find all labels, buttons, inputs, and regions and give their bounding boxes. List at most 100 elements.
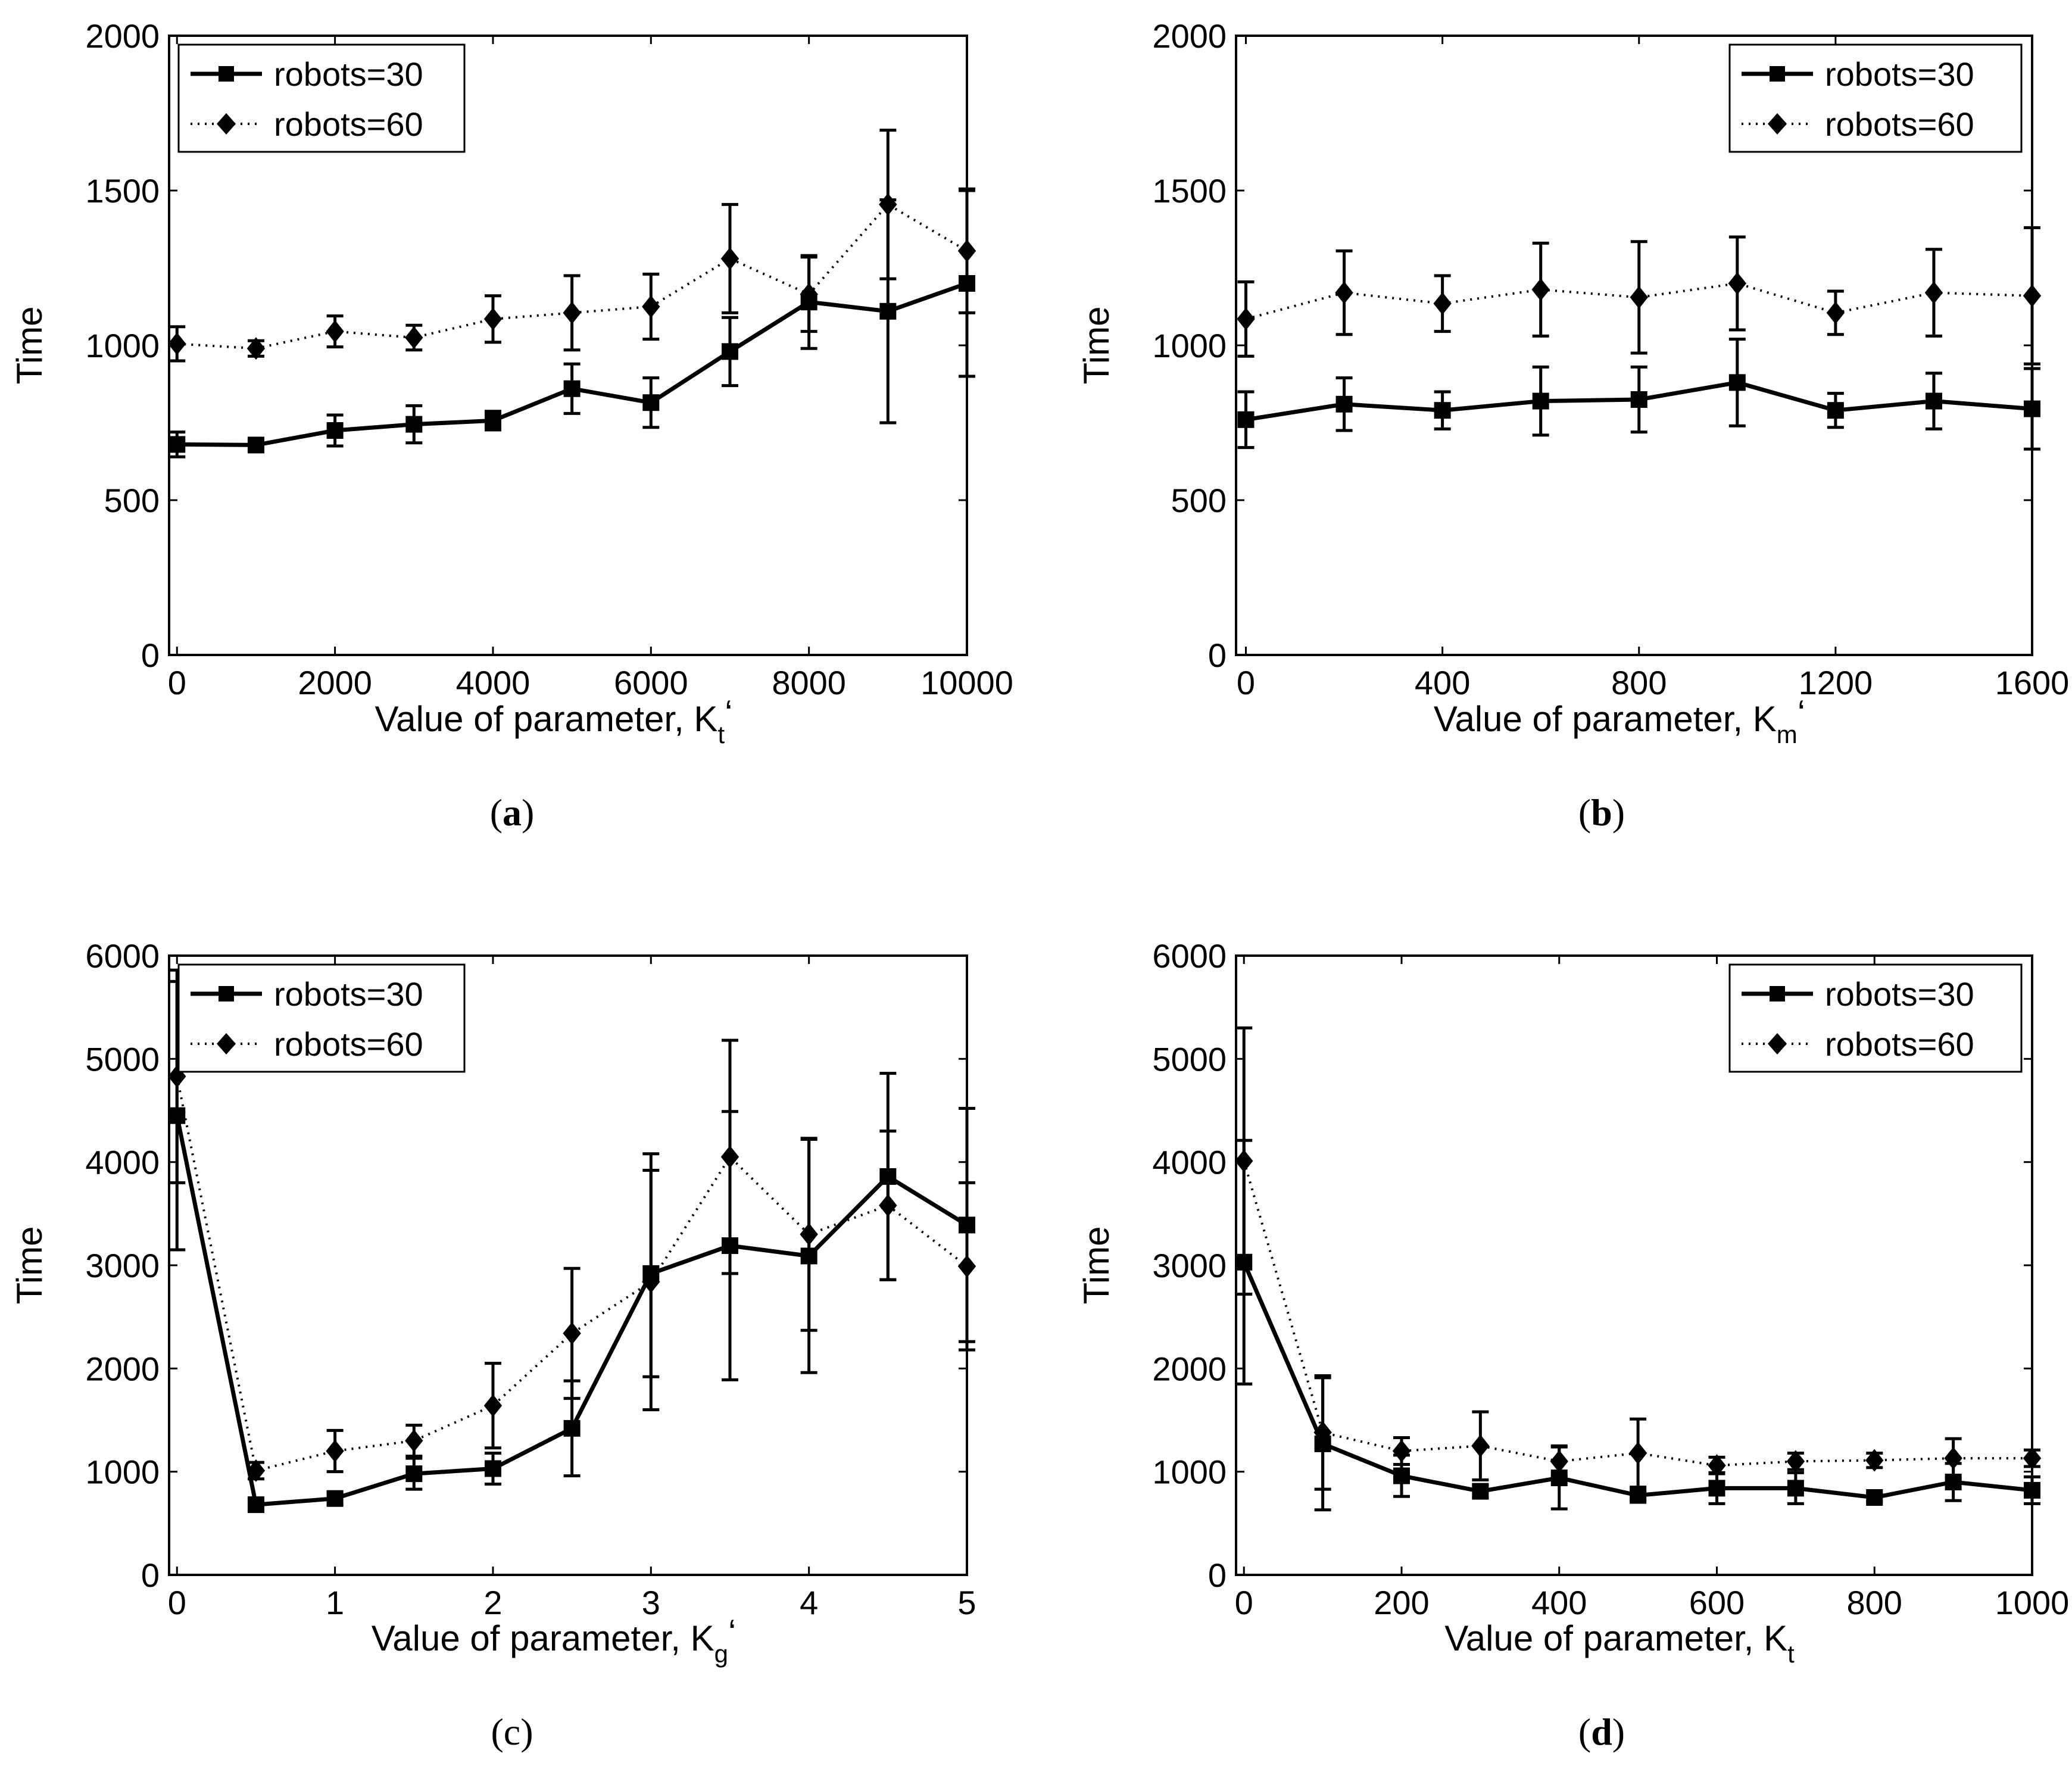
legend-b: robots=30 robots=60: [1728, 43, 2023, 153]
data-point-diamond: [879, 193, 897, 216]
data-point-diamond: [1392, 1440, 1411, 1462]
legend-diamond-marker: [1768, 1033, 1787, 1054]
y-tick-label: 2000: [1152, 1350, 1227, 1387]
y-tick-label: 2000: [1152, 17, 1227, 55]
y-axis-label-b: Time: [1076, 306, 1116, 384]
series-robots-60: [168, 129, 976, 363]
data-point-diamond: [1433, 292, 1452, 315]
legend-entry-robots-60: robots=60: [1825, 105, 1974, 143]
data-point-diamond: [1628, 1442, 1647, 1465]
caption-c: (c): [491, 1711, 533, 1753]
y-tick-label: 1000: [85, 1453, 160, 1491]
legend-square-marker: [219, 986, 234, 1002]
y-axis-label-c: Time: [10, 1226, 49, 1304]
data-point-diamond: [326, 320, 344, 343]
y-tick-label: 6000: [85, 937, 160, 975]
data-point-diamond: [246, 1459, 266, 1482]
y-tick-label: 0: [141, 1556, 160, 1594]
data-point-square: [1787, 1480, 1804, 1497]
data-point-square: [484, 412, 501, 429]
data-point-diamond: [1235, 1149, 1253, 1172]
data-point-diamond: [879, 1194, 897, 1217]
y-axis-label-a: Time: [10, 306, 49, 384]
data-point-square: [1728, 374, 1746, 391]
data-point-diamond: [1531, 278, 1550, 301]
y-tick-label: 1500: [85, 172, 160, 210]
x-tick-label: 2: [483, 1584, 502, 1621]
data-point-diamond: [800, 1223, 818, 1246]
data-point-diamond: [1630, 286, 1648, 309]
y-tick-label: 0: [1208, 1556, 1227, 1594]
data-point-diamond: [563, 301, 581, 325]
x-tick-label: 3: [642, 1584, 660, 1621]
y-tick-label: 1000: [85, 327, 160, 364]
y-tick-label: 1000: [1152, 1453, 1227, 1491]
y-tick-label: 1500: [1152, 172, 1227, 210]
data-point-diamond: [642, 1270, 660, 1293]
data-point-diamond: [2023, 284, 2042, 307]
x-tick-label: 4000: [456, 664, 531, 701]
data-point-square: [1925, 392, 1942, 410]
x-tick-label: 10000: [920, 664, 1013, 701]
x-tick-label: 2000: [298, 664, 372, 701]
x-tick-label: 400: [1415, 664, 1470, 701]
x-axis-label-a: Value of parameter, Kt‘: [375, 693, 733, 748]
data-point-diamond: [957, 1255, 976, 1278]
data-point-square: [1393, 1467, 1410, 1484]
data-point-square: [1827, 402, 1844, 419]
data-point-diamond: [326, 1440, 344, 1462]
caption-a: (a): [490, 791, 535, 834]
data-point-diamond: [957, 239, 976, 263]
data-point-diamond: [246, 337, 266, 360]
data-point-square: [405, 1465, 423, 1483]
legend-entry-robots-30: robots=30: [1825, 975, 1974, 1013]
data-point-square: [1237, 411, 1255, 428]
x-tick-label: 0: [168, 664, 186, 701]
y-tick-label: 500: [104, 482, 160, 519]
y-tick-label: 2000: [85, 17, 160, 55]
data-point-diamond: [405, 1429, 423, 1452]
x-tick-label: 8000: [772, 664, 846, 701]
data-point-square: [563, 1419, 581, 1437]
legend-a: robots=30 robots=60: [177, 43, 466, 153]
data-point-square: [247, 1496, 264, 1514]
legend-square-marker: [219, 66, 234, 82]
x-axis-label-c: Value of parameter, Kg‘: [372, 1612, 737, 1668]
x-tick-label: 6000: [614, 664, 688, 701]
series-robots-30: [1237, 338, 2040, 451]
data-point-diamond: [800, 283, 818, 306]
caption-d: (d): [1578, 1711, 1625, 1753]
caption-b: (b): [1578, 791, 1625, 834]
data-point-square: [1472, 1483, 1489, 1500]
legend-diamond-marker: [217, 1033, 236, 1054]
data-point-diamond: [168, 332, 186, 355]
data-point-square: [326, 1490, 344, 1507]
y-tick-label: 4000: [85, 1144, 160, 1181]
x-axis-label-d: Value of parameter, Kt: [1444, 1618, 1795, 1668]
series-line: [176, 1076, 968, 1472]
x-tick-label: 800: [1611, 664, 1667, 701]
data-point-square: [721, 343, 738, 360]
series-robots-60: [1237, 226, 2042, 366]
data-point-square: [563, 380, 581, 397]
x-tick-label: 400: [1531, 1584, 1587, 1621]
data-point-square: [168, 436, 186, 453]
data-point-square: [1708, 1480, 1725, 1497]
data-point-diamond: [720, 247, 739, 270]
data-point-diamond: [1471, 1434, 1490, 1458]
legend-entry-robots-60: robots=60: [274, 105, 423, 143]
legend-square-marker: [1770, 66, 1785, 82]
x-tick-label: 1: [326, 1584, 344, 1621]
y-tick-label: 0: [141, 637, 160, 674]
data-point-diamond: [1237, 307, 1255, 330]
data-point-diamond: [1924, 281, 1943, 304]
data-point-diamond: [1550, 1450, 1568, 1473]
data-point-square: [642, 394, 660, 411]
legend-entry-robots-30: robots=30: [274, 55, 423, 93]
legend-square-marker: [1770, 986, 1785, 1002]
y-tick-label: 3000: [85, 1247, 160, 1284]
data-point-square: [1630, 1487, 1647, 1504]
y-tick-label: 2000: [85, 1350, 160, 1387]
data-point-diamond: [563, 1322, 581, 1345]
x-tick-label: 1200: [1799, 664, 1873, 701]
